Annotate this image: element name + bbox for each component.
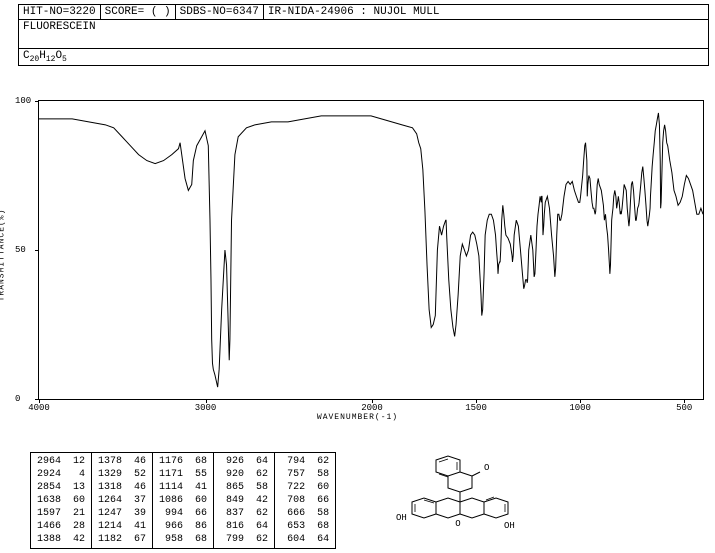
header: HIT-NO=3220 SCORE= ( ) SDBS-NO=6347 IR-N… (18, 4, 709, 66)
xtick-500: 500 (676, 403, 692, 413)
peak-row: 1378 46 (98, 455, 146, 468)
ir-nida: IR-NIDA-24906 : NUJOL MULL (264, 5, 708, 19)
peak-row: 958 68 (159, 533, 207, 546)
carbonyl-o: O (484, 463, 489, 473)
peak-row: 1329 52 (98, 468, 146, 481)
peak-row: 816 64 (220, 520, 268, 533)
peak-row: 1318 46 (98, 481, 146, 494)
peak-row: 722 60 (281, 481, 329, 494)
y-axis-label: TRANSMITTANCE(%) (0, 209, 7, 302)
peak-row: 666 58 (281, 507, 329, 520)
ytick-0: 0 (15, 394, 20, 404)
spectrum-chart: TRANSMITTANCE(%) 100 50 0 40003000200015… (0, 90, 715, 420)
peak-row: 653 68 (281, 520, 329, 533)
xtick-2000: 2000 (361, 403, 383, 413)
peak-column: 794 62 757 58 722 60 708 66 666 58 653 6… (275, 453, 335, 548)
peak-row: 920 62 (220, 468, 268, 481)
peak-column: 2964 122924 42854 131638 601597 211466 2… (31, 453, 92, 548)
xtick-3000: 3000 (195, 403, 217, 413)
peak-row: 1214 41 (98, 520, 146, 533)
score: SCORE= ( ) (101, 5, 176, 19)
x-axis-label: WAVENUMBER(-1) (317, 413, 398, 422)
peak-row: 757 58 (281, 468, 329, 481)
peak-column: 1378 461329 521318 461264 371247 391214 … (92, 453, 153, 548)
peak-row: 1388 42 (37, 533, 85, 546)
molecule-structure: O O OH OH (376, 452, 516, 542)
ytick-100: 100 (15, 96, 31, 106)
peak-row: 1171 55 (159, 468, 207, 481)
peak-row: 1264 37 (98, 494, 146, 507)
peak-row: 708 66 (281, 494, 329, 507)
peak-row: 1466 28 (37, 520, 85, 533)
peak-row: 865 58 (220, 481, 268, 494)
xtick-1000: 1000 (569, 403, 591, 413)
peak-row: 604 64 (281, 533, 329, 546)
peak-row: 966 86 (159, 520, 207, 533)
compound-name: FLUORESCEIN (19, 20, 708, 48)
peak-row: 1182 67 (98, 533, 146, 546)
peak-column: 926 64 920 62 865 58 849 42 837 62 816 6… (214, 453, 275, 548)
xtick-1500: 1500 (465, 403, 487, 413)
spectrum-line (39, 101, 703, 399)
oh-left: OH (396, 513, 407, 523)
peak-row: 2924 4 (37, 468, 85, 481)
peak-table: 2964 122924 42854 131638 601597 211466 2… (30, 452, 336, 549)
peak-row: 926 64 (220, 455, 268, 468)
peak-column: 1176 681171 551114 411086 60 994 66 966 … (153, 453, 214, 548)
oh-right: OH (504, 521, 515, 531)
peak-row: 837 62 (220, 507, 268, 520)
hit-no: HIT-NO=3220 (19, 5, 101, 19)
bottom-panel: 2964 122924 42854 131638 601597 211466 2… (30, 452, 516, 549)
peak-row: 849 42 (220, 494, 268, 507)
peak-row: 1086 60 (159, 494, 207, 507)
peak-row: 1597 21 (37, 507, 85, 520)
peak-row: 1176 68 (159, 455, 207, 468)
sdbs-no: SDBS-NO=6347 (176, 5, 264, 19)
peak-row: 799 62 (220, 533, 268, 546)
plot-area: 100 50 0 40003000200015001000500 (38, 100, 704, 400)
peak-row: 2854 13 (37, 481, 85, 494)
peak-row: 1114 41 (159, 481, 207, 494)
ytick-50: 50 (15, 245, 26, 255)
ether-o: O (455, 519, 460, 529)
formula: C20H12O5 (19, 49, 708, 65)
peak-row: 2964 12 (37, 455, 85, 468)
peak-row: 1247 39 (98, 507, 146, 520)
peak-row: 1638 60 (37, 494, 85, 507)
peak-row: 994 66 (159, 507, 207, 520)
peak-row: 794 62 (281, 455, 329, 468)
xtick-4000: 4000 (28, 403, 50, 413)
